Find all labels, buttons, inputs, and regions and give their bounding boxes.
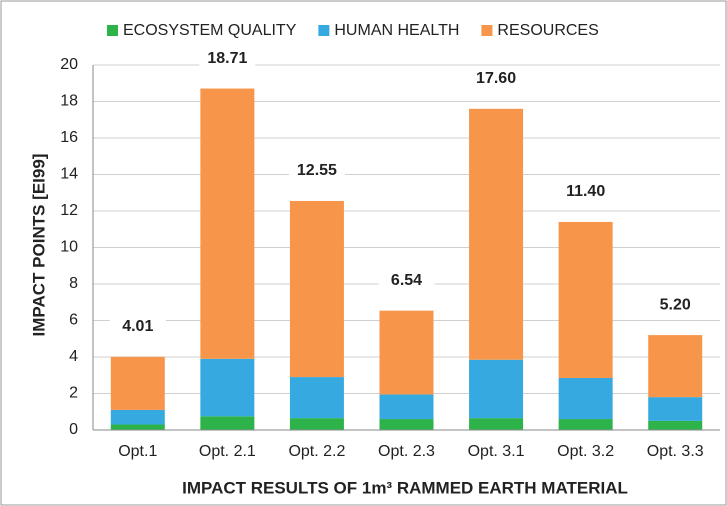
legend-label: RESOURCES [497,22,598,39]
label-bg [647,295,704,316]
legend-swatch [318,25,330,36]
bar-segment [648,335,703,398]
total-label: 5.20 [660,296,691,313]
total-label: 12.55 [297,162,337,179]
y-axis-title: IMPACT POINTS [EI99] [29,154,48,337]
bar-segment [289,377,344,419]
y-tick-label: 0 [69,421,78,438]
x-tick-label: Opt. 2.3 [378,443,435,460]
y-tick-label: 10 [60,239,78,256]
bar-segment [200,416,255,430]
y-tick-label: 20 [60,56,78,73]
label-bg [557,181,614,202]
bar-segment [289,418,344,430]
label-bg [288,160,345,181]
bar-segment [469,108,524,360]
bar-segment [648,420,703,430]
y-tick-label: 12 [60,202,78,219]
legend-swatch [481,25,493,36]
bar-segment [469,418,524,430]
legend-label: HUMAN HEALTH [334,22,459,39]
bar-segment [200,88,255,359]
bar-segment [558,377,613,420]
y-tick-label: 8 [69,275,78,292]
x-tick-label: Opt. 2.1 [199,443,256,460]
total-label: 18.71 [207,50,247,67]
bar-segment [558,419,613,430]
bar-segment [200,358,255,417]
y-tick-label: 18 [60,93,78,110]
bar-segment [110,424,165,430]
x-tick-label: Opt. 3.3 [647,443,704,460]
label-bg [109,316,166,337]
total-label: 17.60 [476,70,516,87]
x-axis-title: IMPACT RESULTS OF 1m³ RAMMED EARTH MATER… [182,478,628,497]
y-tick-label: 6 [69,312,78,329]
bar-segment [289,200,344,378]
bar-segment [379,310,434,395]
bar-segment [558,221,613,378]
bar-segment [379,394,434,420]
bar-segment [110,409,165,425]
label-bg [468,68,525,89]
y-tick-label: 16 [60,129,78,146]
total-label: 6.54 [391,272,422,289]
y-tick-label: 4 [69,348,78,365]
x-tick-label: Opt. 2.2 [288,443,345,460]
bar-segment [379,419,434,430]
y-tick-label: 2 [69,385,78,402]
x-tick-label: Opt. 3.1 [468,443,525,460]
bar-segment [110,356,165,410]
legend-swatch [107,25,118,36]
label-bg [199,48,256,69]
y-tick-label: 14 [60,166,78,183]
bar-segment [648,397,703,421]
label-bg [378,270,435,291]
x-tick-label: Opt. 3.2 [557,443,614,460]
bar-segment [469,359,524,419]
legend-label: ECOSYSTEM QUALITY [123,22,297,39]
x-tick-label: Opt.1 [118,443,157,460]
total-label: 4.01 [122,318,153,335]
total-label: 11.40 [566,183,605,200]
